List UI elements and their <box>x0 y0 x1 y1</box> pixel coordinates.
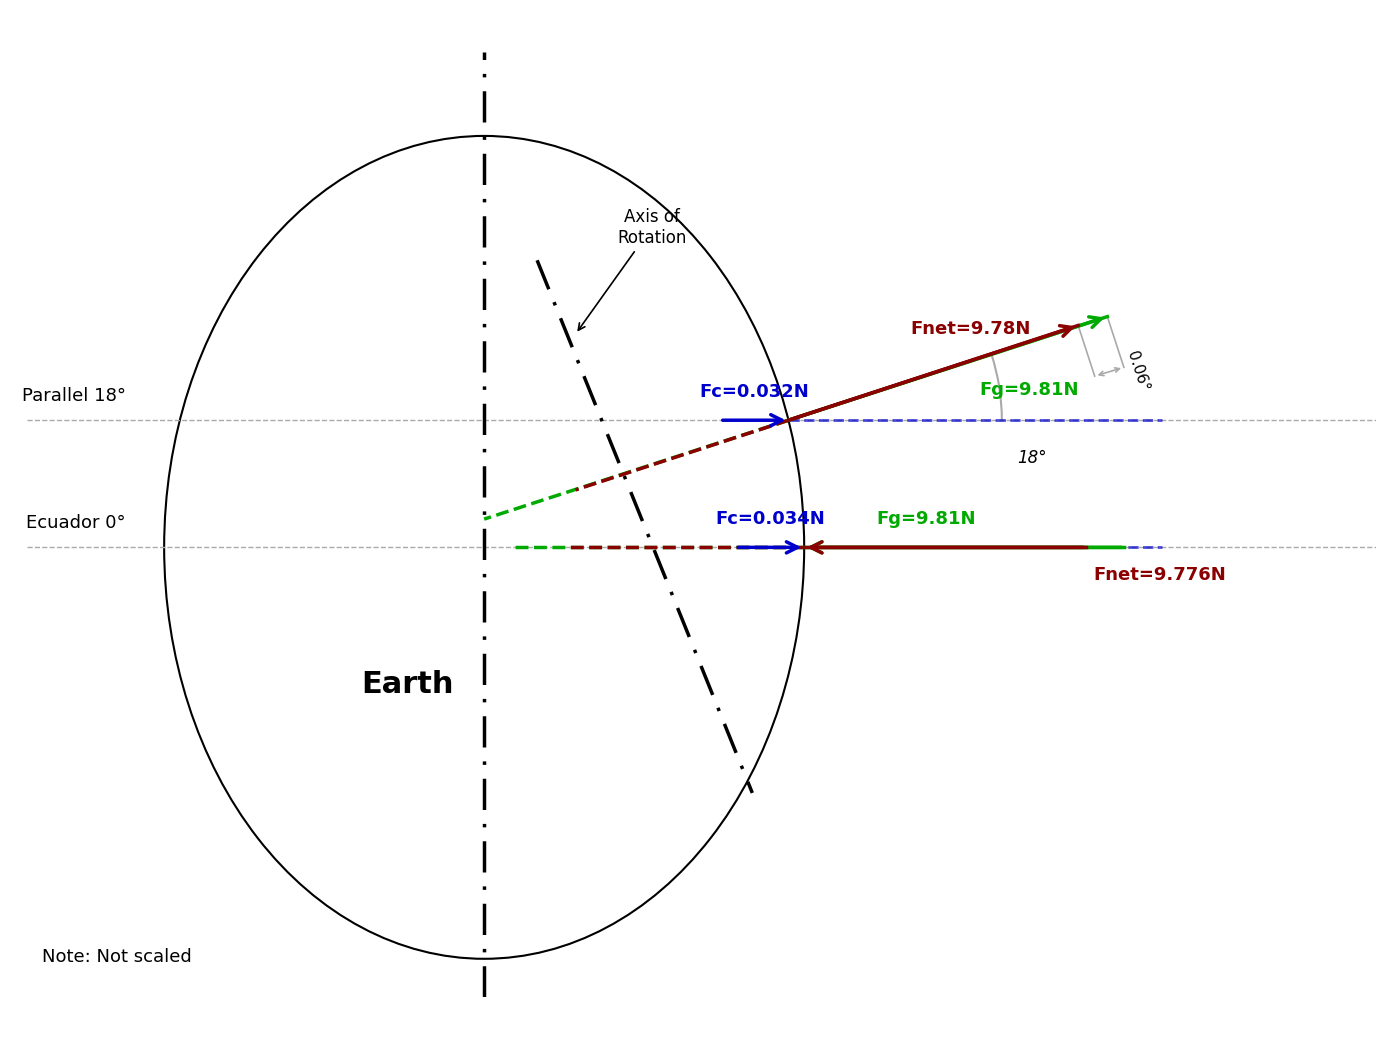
Text: Fnet=9.776N: Fnet=9.776N <box>1093 566 1227 584</box>
Text: Fc=0.032N: Fc=0.032N <box>700 383 810 401</box>
Text: Earth: Earth <box>362 670 454 699</box>
Text: Axis of
Rotation: Axis of Rotation <box>578 208 687 330</box>
Text: 18°: 18° <box>1018 449 1047 467</box>
Text: Fc=0.034N: Fc=0.034N <box>715 510 825 529</box>
Text: Fg=9.81N: Fg=9.81N <box>876 510 975 529</box>
Text: Parallel 18°: Parallel 18° <box>22 387 127 405</box>
Text: Ecuador 0°: Ecuador 0° <box>26 514 127 532</box>
Text: Note: Not scaled: Note: Not scaled <box>43 948 191 966</box>
Text: Fg=9.81N: Fg=9.81N <box>980 381 1080 399</box>
Text: Fnet=9.78N: Fnet=9.78N <box>910 320 1030 338</box>
Text: 0.06°: 0.06° <box>1125 349 1151 393</box>
